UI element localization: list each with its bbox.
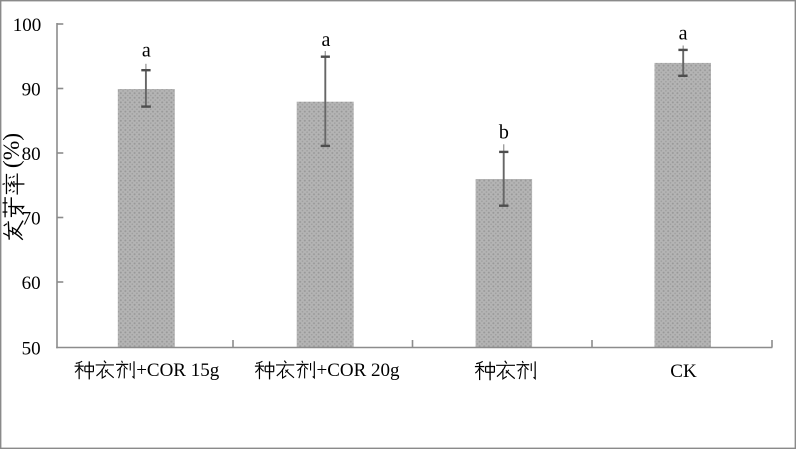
svg-text:a: a: [142, 40, 151, 62]
svg-text:60: 60: [22, 273, 41, 294]
svg-text:80: 80: [22, 144, 41, 165]
svg-text:100: 100: [13, 15, 42, 36]
svg-text:50: 50: [22, 339, 41, 360]
svg-text:a: a: [679, 22, 688, 44]
svg-text:a: a: [322, 29, 331, 51]
svg-text:+COR 15g: +COR 15g: [136, 360, 220, 381]
svg-text:70: 70: [22, 209, 41, 230]
svg-text:b: b: [499, 122, 509, 144]
svg-text:+COR 20g: +COR 20g: [317, 360, 401, 381]
svg-text:CK: CK: [670, 361, 697, 382]
svg-text:(%): (%): [0, 133, 25, 168]
svg-text:90: 90: [22, 80, 41, 101]
